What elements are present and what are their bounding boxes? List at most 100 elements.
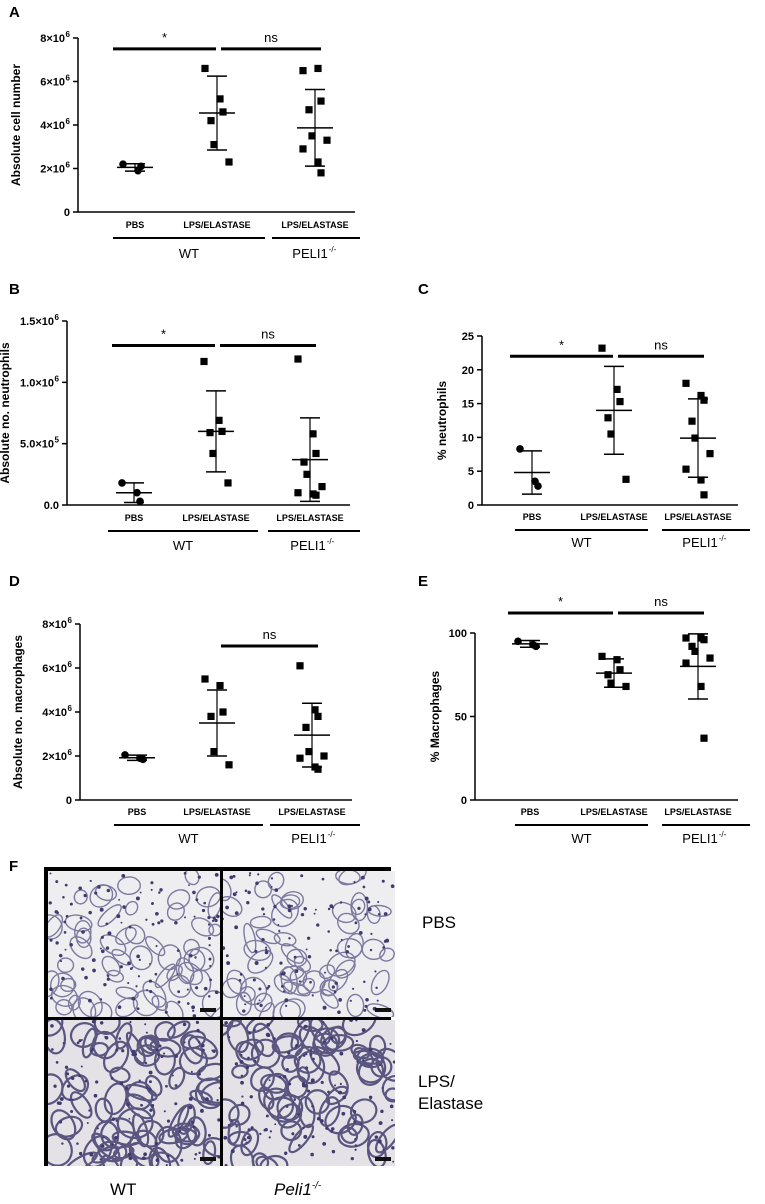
cell-nucleus — [189, 953, 193, 958]
category-label: LPS/ELASTASE — [183, 807, 250, 817]
cell-nucleus — [294, 969, 299, 974]
cell-nucleus — [83, 893, 87, 898]
alveolar-wall — [337, 912, 360, 935]
data-point — [299, 67, 307, 75]
cell-nucleus — [342, 1095, 347, 1100]
cell-nucleus — [64, 948, 67, 951]
data-point — [303, 470, 311, 478]
cell-nucleus — [298, 980, 301, 983]
cell-nucleus — [205, 1097, 209, 1102]
alveolar-wall — [73, 889, 88, 905]
cell-nucleus — [330, 1129, 333, 1133]
alveolar-wall — [60, 1074, 90, 1102]
cell-nucleus — [377, 913, 381, 916]
histology-col-label-peli1: Peli1-/- — [274, 1180, 321, 1200]
alveolar-wall — [271, 1035, 300, 1054]
cell-nucleus — [285, 1004, 288, 1007]
data-point — [697, 391, 705, 400]
alveolar-wall — [153, 1046, 176, 1076]
cell-nucleus — [270, 885, 273, 888]
data-point — [200, 357, 208, 366]
cell-nucleus — [322, 1005, 327, 1010]
cell-nucleus — [297, 1024, 300, 1028]
cell-nucleus — [272, 918, 276, 921]
alveolar-wall — [297, 977, 316, 995]
cell-nucleus — [192, 1009, 195, 1012]
cell-nucleus — [375, 986, 378, 990]
cell-nucleus — [119, 965, 123, 969]
alveolar-wall — [94, 1097, 113, 1123]
cell-nucleus — [353, 1120, 357, 1124]
cell-nucleus — [258, 999, 261, 1002]
cell-nucleus — [50, 1024, 54, 1028]
cell-nucleus — [121, 1049, 125, 1053]
cell-nucleus — [290, 904, 293, 908]
cell-nucleus — [380, 1109, 384, 1114]
alveolar-wall — [350, 898, 366, 916]
category-label: LPS/ELASTASE — [183, 220, 250, 230]
cell-nucleus — [90, 1049, 93, 1053]
cell-nucleus — [310, 1081, 313, 1084]
cell-nucleus — [253, 1059, 257, 1063]
cell-nucleus — [245, 1141, 248, 1144]
cell-nucleus — [389, 1104, 394, 1109]
cell-nucleus — [197, 875, 201, 879]
data-point — [137, 162, 145, 171]
cell-nucleus — [146, 989, 149, 992]
data-point — [323, 136, 331, 144]
data-point — [207, 712, 215, 720]
cell-nucleus — [355, 1039, 359, 1043]
cell-nucleus — [58, 953, 63, 958]
cell-nucleus — [322, 1040, 326, 1044]
cell-nucleus — [300, 874, 304, 878]
cell-nucleus — [379, 1064, 382, 1067]
cell-nucleus — [207, 936, 211, 940]
group-label-peli1: PELI1 — [290, 538, 325, 553]
y-tick-label: 0 — [64, 207, 70, 219]
cell-nucleus — [268, 1136, 271, 1139]
cell-nucleus — [392, 1060, 395, 1064]
alveolar-wall — [117, 876, 142, 895]
cell-nucleus — [216, 914, 220, 919]
cell-nucleus — [282, 990, 286, 993]
cell-nucleus — [183, 1041, 186, 1044]
cell-nucleus — [284, 1152, 287, 1156]
cell-nucleus — [376, 999, 379, 1002]
cell-nucleus — [245, 1065, 250, 1070]
y-tick-label: 25 — [462, 331, 474, 343]
cell-nucleus — [248, 874, 251, 877]
cell-nucleus — [99, 1158, 102, 1161]
alveolar-wall — [381, 1075, 395, 1102]
cell-nucleus — [273, 904, 277, 909]
cell-nucleus — [230, 1119, 233, 1121]
cell-nucleus — [253, 1028, 256, 1032]
cell-nucleus — [66, 1072, 70, 1076]
cell-nucleus — [122, 905, 126, 909]
cell-nucleus — [84, 975, 88, 980]
cell-nucleus — [150, 1104, 154, 1108]
cell-nucleus — [131, 1049, 136, 1054]
cell-nucleus — [89, 879, 92, 883]
alveolar-wall — [273, 931, 297, 947]
cell-nucleus — [81, 930, 85, 934]
alveolar-wall — [48, 1020, 64, 1037]
significance-label: * — [559, 337, 564, 352]
cell-nucleus — [370, 932, 373, 935]
cell-nucleus — [160, 1054, 164, 1059]
scale-bar — [200, 1008, 216, 1012]
y-tick-label: 5.0×10 — [20, 439, 54, 451]
cell-nucleus — [58, 1101, 62, 1105]
cell-nucleus — [128, 1117, 131, 1120]
data-point — [706, 654, 714, 662]
cell-nucleus — [49, 996, 53, 1000]
alveolar-wall — [296, 1020, 324, 1033]
cell-nucleus — [364, 913, 367, 916]
cell-nucleus — [356, 1060, 359, 1063]
alveolar-wall — [144, 1074, 163, 1097]
data-point — [622, 475, 630, 483]
y-tick-exponent: 6 — [68, 660, 73, 669]
alveolar-wall — [227, 1118, 241, 1145]
group-label-peli1-superscript: -/- — [328, 830, 336, 839]
data-point — [706, 450, 714, 458]
data-point — [218, 427, 226, 435]
